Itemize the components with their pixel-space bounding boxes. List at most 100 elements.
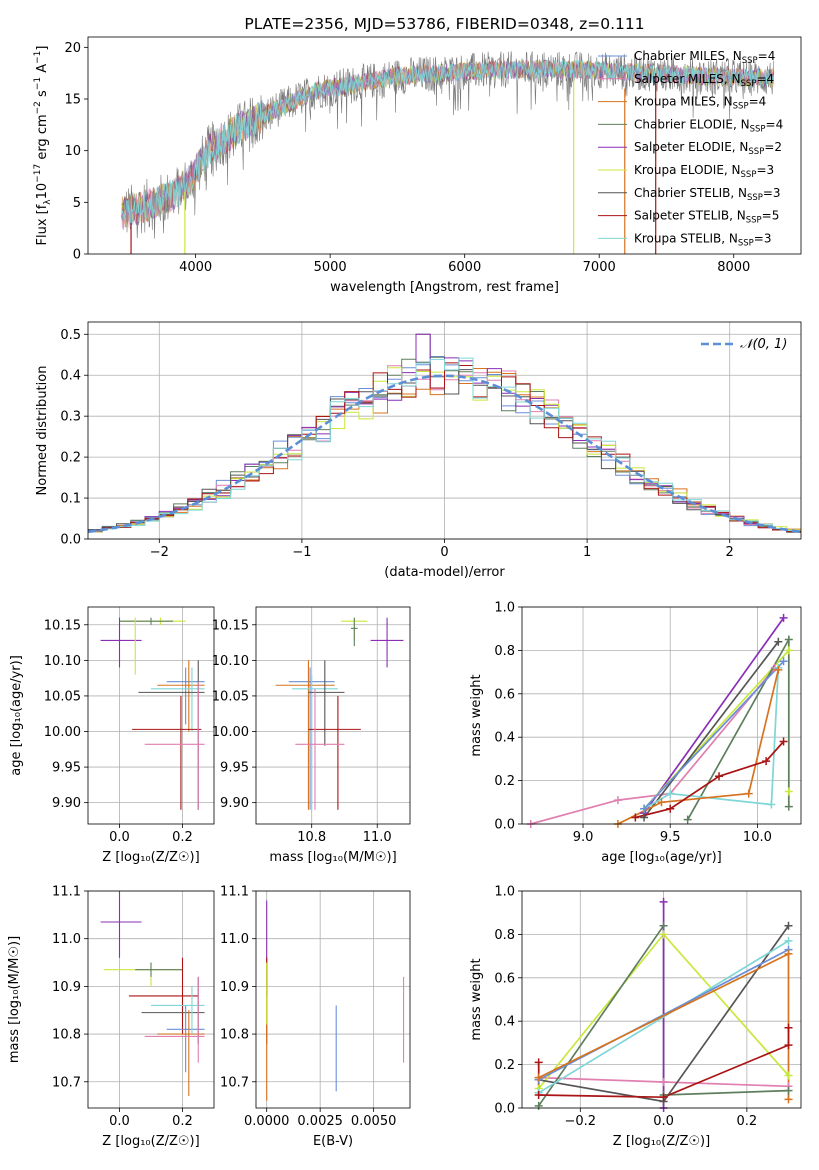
weight-marker [666,804,675,813]
x-tick-label: 0.0050 [351,1114,397,1129]
y-tick-label: 10 [64,144,81,159]
y-tick-label: 11.0 [220,932,249,947]
legend-sub: SSP [733,102,749,112]
axes-frame [521,890,802,1109]
axes-frame [87,606,215,825]
x-tick-label: 0.2 [737,1114,758,1129]
y-label-part: s [35,90,50,101]
y-axis-label: Normed distribution [35,366,50,496]
y-tick-label: 0.6 [494,971,515,986]
y-tick-label: 0.0 [494,1102,515,1117]
weight-marker [534,1058,543,1067]
legend-sub: SSP [742,56,758,66]
y-label-part: ] [35,46,50,51]
weight-marker [784,1041,793,1050]
y-tick-label: 10.10 [212,654,249,669]
weight-marker [657,798,666,807]
chart-title: PLATE=2356, MJD=53786, FIBERID=0348, z=0… [244,15,644,33]
x-axis-label: Z [log₁₀(Z/Z☉)] [102,1134,199,1149]
weight-marker [784,787,793,796]
weight-marker [784,1095,793,1104]
legend-tail: =3 [754,231,772,245]
y-tick-label: 10.7 [52,1075,81,1090]
legend-text: Salpeter ELODIE, N [634,140,748,154]
x-tick-label: 9.5 [660,830,681,845]
plot-area [88,333,801,534]
x-axis-label: (data-model)/error [384,565,505,580]
weight-marker [631,813,640,822]
legend-sub: SSP [747,193,763,203]
y-axis-label: mass weight [469,958,484,1040]
weight-line [643,660,785,810]
weight-marker [774,637,783,646]
y-tick-label: 10.10 [44,654,81,669]
y-tick-label: 0.6 [494,687,515,702]
legend-sub: SSP [741,79,757,89]
y-label-part: λ [43,199,53,205]
legend-tail: =5 [762,209,780,223]
legend-text: Chabrier ELODIE, N [634,117,750,131]
y-tick-label: 0.1 [60,492,81,507]
weight-marker [534,1073,543,1082]
legend-tail: =4 [758,49,776,63]
panel-spectrum: 4000 5000 6000 7000 8000 0 5 10 15 20 PLATE=2356, … [33,15,802,295]
weight-line [617,669,780,824]
weight-line [643,617,785,814]
panel-residuals: −2 −1 0 1 2 0.0 0.1 0.2 0.3 0.4 0.5 (data-model)/er… [35,321,802,580]
legend-text: Chabrier STELIB, N [634,186,747,200]
legend-entry: Kroupa ELODIE, NSSP=3 [634,163,774,180]
legend-tail: =4 [766,117,784,131]
y-tick-label: 10.15 [212,618,249,633]
weight-marker [784,1023,793,1032]
y-tick-label: 11.0 [52,932,81,947]
legend-sub: SSP [738,238,754,248]
legend-sub: SSP [750,124,766,134]
x-tick-label: −2 [150,545,169,560]
weight-marker [784,949,793,958]
weight-marker [534,1090,543,1099]
gaussian-curve [88,374,801,534]
x-axis-label: age [log₁₀(age/yr)] [601,850,722,865]
y-tick-label: 9.95 [52,761,81,776]
legend-text: Kroupa STELIB, N [634,231,738,245]
y-label-part: 10 [35,183,50,200]
y-tick-label: 11.1 [220,885,249,900]
x-tick-label: 9.0 [573,830,594,845]
y-tick-label: 5 [73,196,81,211]
y-tick-label: 10.9 [52,980,81,995]
y-tick-label: 10.05 [212,689,249,704]
y-tick-label: 0.4 [60,369,81,384]
x-axis-label: Z [log₁₀(Z/Z☉)] [613,1134,710,1149]
axes-frame [87,36,802,255]
y-tick-label: 0.8 [494,928,515,943]
legend-text: Kroupa MILES, N [634,95,733,109]
x-tick-label: 2 [726,545,734,560]
legend-entry: Chabrier ELODIE, NSSP=4 [634,117,783,134]
x-axis-label: wavelength [Angstrom, rest frame] [330,280,559,295]
y-label-part: −2 [33,101,43,114]
y-tick-label: 9.90 [52,796,81,811]
y-label-part: erg cm [35,114,50,163]
legend-sub: SSP [741,170,757,180]
x-tick-label: −1 [292,545,311,560]
plot-area [530,617,790,824]
y-tick-label: 10.00 [212,725,249,740]
x-tick-label: −0.2 [565,1114,597,1129]
weight-line [643,667,780,810]
plot-area [266,900,405,1101]
legend-tail: =2 [764,140,782,154]
weight-marker [762,757,771,766]
panel-mass_vs_Z: 0.0 0.2 10.7 10.8 10.9 11.0 11.1 Z [log₁₀(Z/Z☉)… [7,885,215,1149]
x-tick-label: 11.0 [363,830,392,845]
legend-entry: Salpeter STELIB, NSSP=5 [634,209,779,226]
weight-marker [613,796,622,805]
y-tick-label: 10.7 [220,1075,249,1090]
weight-marker [784,936,793,945]
y-label-part: −1 [33,77,43,90]
x-tick-label: 5000 [314,260,347,275]
plot-area [100,617,205,810]
weight-marker [779,737,788,746]
axes-frame [255,890,411,1109]
legend-tail: =3 [756,163,774,177]
